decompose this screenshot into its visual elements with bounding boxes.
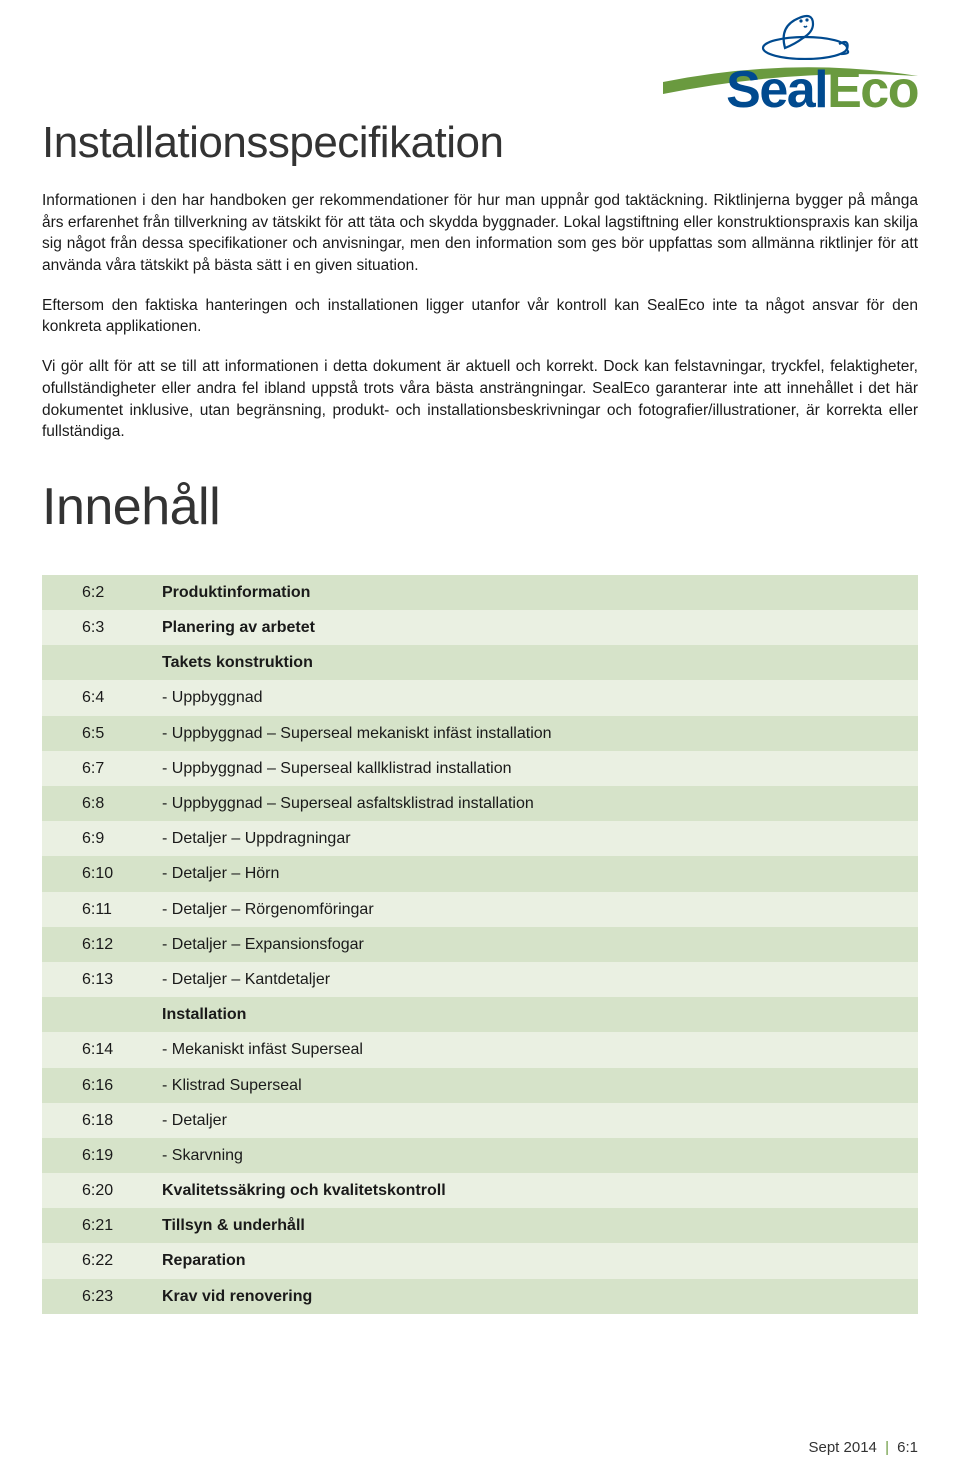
toc-label: - Mekaniskt infäst Superseal (162, 1032, 918, 1067)
toc-row: 6:21Tillsyn & underhåll (42, 1208, 918, 1243)
toc-row: 6:13- Detaljer – Kantdetaljer (42, 962, 918, 997)
toc-row: 6:2Produktinformation (42, 575, 918, 610)
footer-date: Sept 2014 (808, 1439, 876, 1456)
toc-page-ref: 6:4 (42, 680, 162, 715)
toc-label: - Detaljer – Uppdragningar (162, 821, 918, 856)
intro-paragraph: Vi gör allt för att se till att informat… (42, 356, 918, 443)
brand-wordmark: SealEco (726, 64, 918, 116)
brand-logo: SealEco (663, 6, 918, 116)
toc-page-ref: 6:5 (42, 716, 162, 751)
toc-label: - Detaljer – Expansionsfogar (162, 927, 918, 962)
toc-page-ref: 6:12 (42, 927, 162, 962)
intro-paragraph: Eftersom den faktiska hanteringen och in… (42, 295, 918, 338)
toc-row: 6:14- Mekaniskt infäst Superseal (42, 1032, 918, 1067)
footer-page-number: 6:1 (897, 1439, 918, 1456)
toc-row: 6:8- Uppbyggnad – Superseal asfaltsklist… (42, 786, 918, 821)
toc-label: - Detaljer – Kantdetaljer (162, 962, 918, 997)
toc-row: 6:16- Klistrad Superseal (42, 1068, 918, 1103)
footer-separator: | (885, 1439, 889, 1456)
toc-label: - Klistrad Superseal (162, 1068, 918, 1103)
toc-label: - Uppbyggnad – Superseal kallklistrad in… (162, 751, 918, 786)
page-title: Installationsspecifikation (42, 118, 918, 168)
toc-label: Planering av arbetet (162, 610, 918, 645)
toc-row: 6:4- Uppbyggnad (42, 680, 918, 715)
toc-row: Takets konstruktion (42, 645, 918, 680)
intro-paragraph: Informationen i den har handboken ger re… (42, 190, 918, 277)
seal-animal-icon (755, 8, 850, 60)
toc-row: 6:3Planering av arbetet (42, 610, 918, 645)
toc-label: - Uppbyggnad – Superseal asfaltsklistrad… (162, 786, 918, 821)
toc-page-ref: 6:7 (42, 751, 162, 786)
toc-label: - Uppbyggnad – Superseal mekaniskt infäs… (162, 716, 918, 751)
toc-row: 6:11- Detaljer – Rörgenomföringar (42, 892, 918, 927)
toc-label: Krav vid renovering (162, 1279, 918, 1314)
toc-row: 6:5- Uppbyggnad – Superseal mekaniskt in… (42, 716, 918, 751)
toc-page-ref: 6:11 (42, 892, 162, 927)
toc-page-ref: 6:21 (42, 1208, 162, 1243)
toc-table: 6:2Produktinformation6:3Planering av arb… (42, 575, 918, 1314)
page: SealEco Installationsspecifikation Infor… (0, 0, 960, 1478)
toc-label: Installation (162, 997, 918, 1032)
toc-row: 6:9- Detaljer – Uppdragningar (42, 821, 918, 856)
toc-page-ref (42, 997, 162, 1032)
toc-page-ref: 6:18 (42, 1103, 162, 1138)
toc-label: Kvalitetssäkring och kvalitetskontroll (162, 1173, 918, 1208)
toc-label: Tillsyn & underhåll (162, 1208, 918, 1243)
toc-page-ref: 6:3 (42, 610, 162, 645)
toc-page-ref: 6:10 (42, 856, 162, 891)
toc-label: Produktinformation (162, 575, 918, 610)
brand-text-seal: Seal (726, 61, 827, 119)
toc-row: 6:22Reparation (42, 1243, 918, 1278)
toc-page-ref: 6:19 (42, 1138, 162, 1173)
toc-row: 6:19- Skarvning (42, 1138, 918, 1173)
toc-label: - Detaljer – Hörn (162, 856, 918, 891)
toc-row: 6:10- Detaljer – Hörn (42, 856, 918, 891)
toc-page-ref: 6:23 (42, 1279, 162, 1314)
toc-page-ref (42, 645, 162, 680)
intro-section: Informationen i den har handboken ger re… (42, 190, 918, 443)
toc-label: Reparation (162, 1243, 918, 1278)
toc-page-ref: 6:20 (42, 1173, 162, 1208)
toc-row: 6:12- Detaljer – Expansionsfogar (42, 927, 918, 962)
page-footer: Sept 2014 | 6:1 (808, 1439, 918, 1456)
toc-row: 6:18- Detaljer (42, 1103, 918, 1138)
toc-page-ref: 6:13 (42, 962, 162, 997)
brand-text-eco: Eco (827, 61, 918, 119)
toc-row: 6:23Krav vid renovering (42, 1279, 918, 1314)
toc-page-ref: 6:2 (42, 575, 162, 610)
toc-label: - Detaljer – Rörgenomföringar (162, 892, 918, 927)
toc-label: - Uppbyggnad (162, 680, 918, 715)
toc-label: - Skarvning (162, 1138, 918, 1173)
toc-page-ref: 6:8 (42, 786, 162, 821)
toc-row: 6:7- Uppbyggnad – Superseal kallklistrad… (42, 751, 918, 786)
toc-title: Innehåll (42, 477, 918, 537)
toc-label: Takets konstruktion (162, 645, 918, 680)
toc-label: - Detaljer (162, 1103, 918, 1138)
toc-page-ref: 6:14 (42, 1032, 162, 1067)
toc-row: Installation (42, 997, 918, 1032)
toc-page-ref: 6:16 (42, 1068, 162, 1103)
toc-row: 6:20Kvalitetssäkring och kvalitetskontro… (42, 1173, 918, 1208)
toc-page-ref: 6:22 (42, 1243, 162, 1278)
toc-page-ref: 6:9 (42, 821, 162, 856)
